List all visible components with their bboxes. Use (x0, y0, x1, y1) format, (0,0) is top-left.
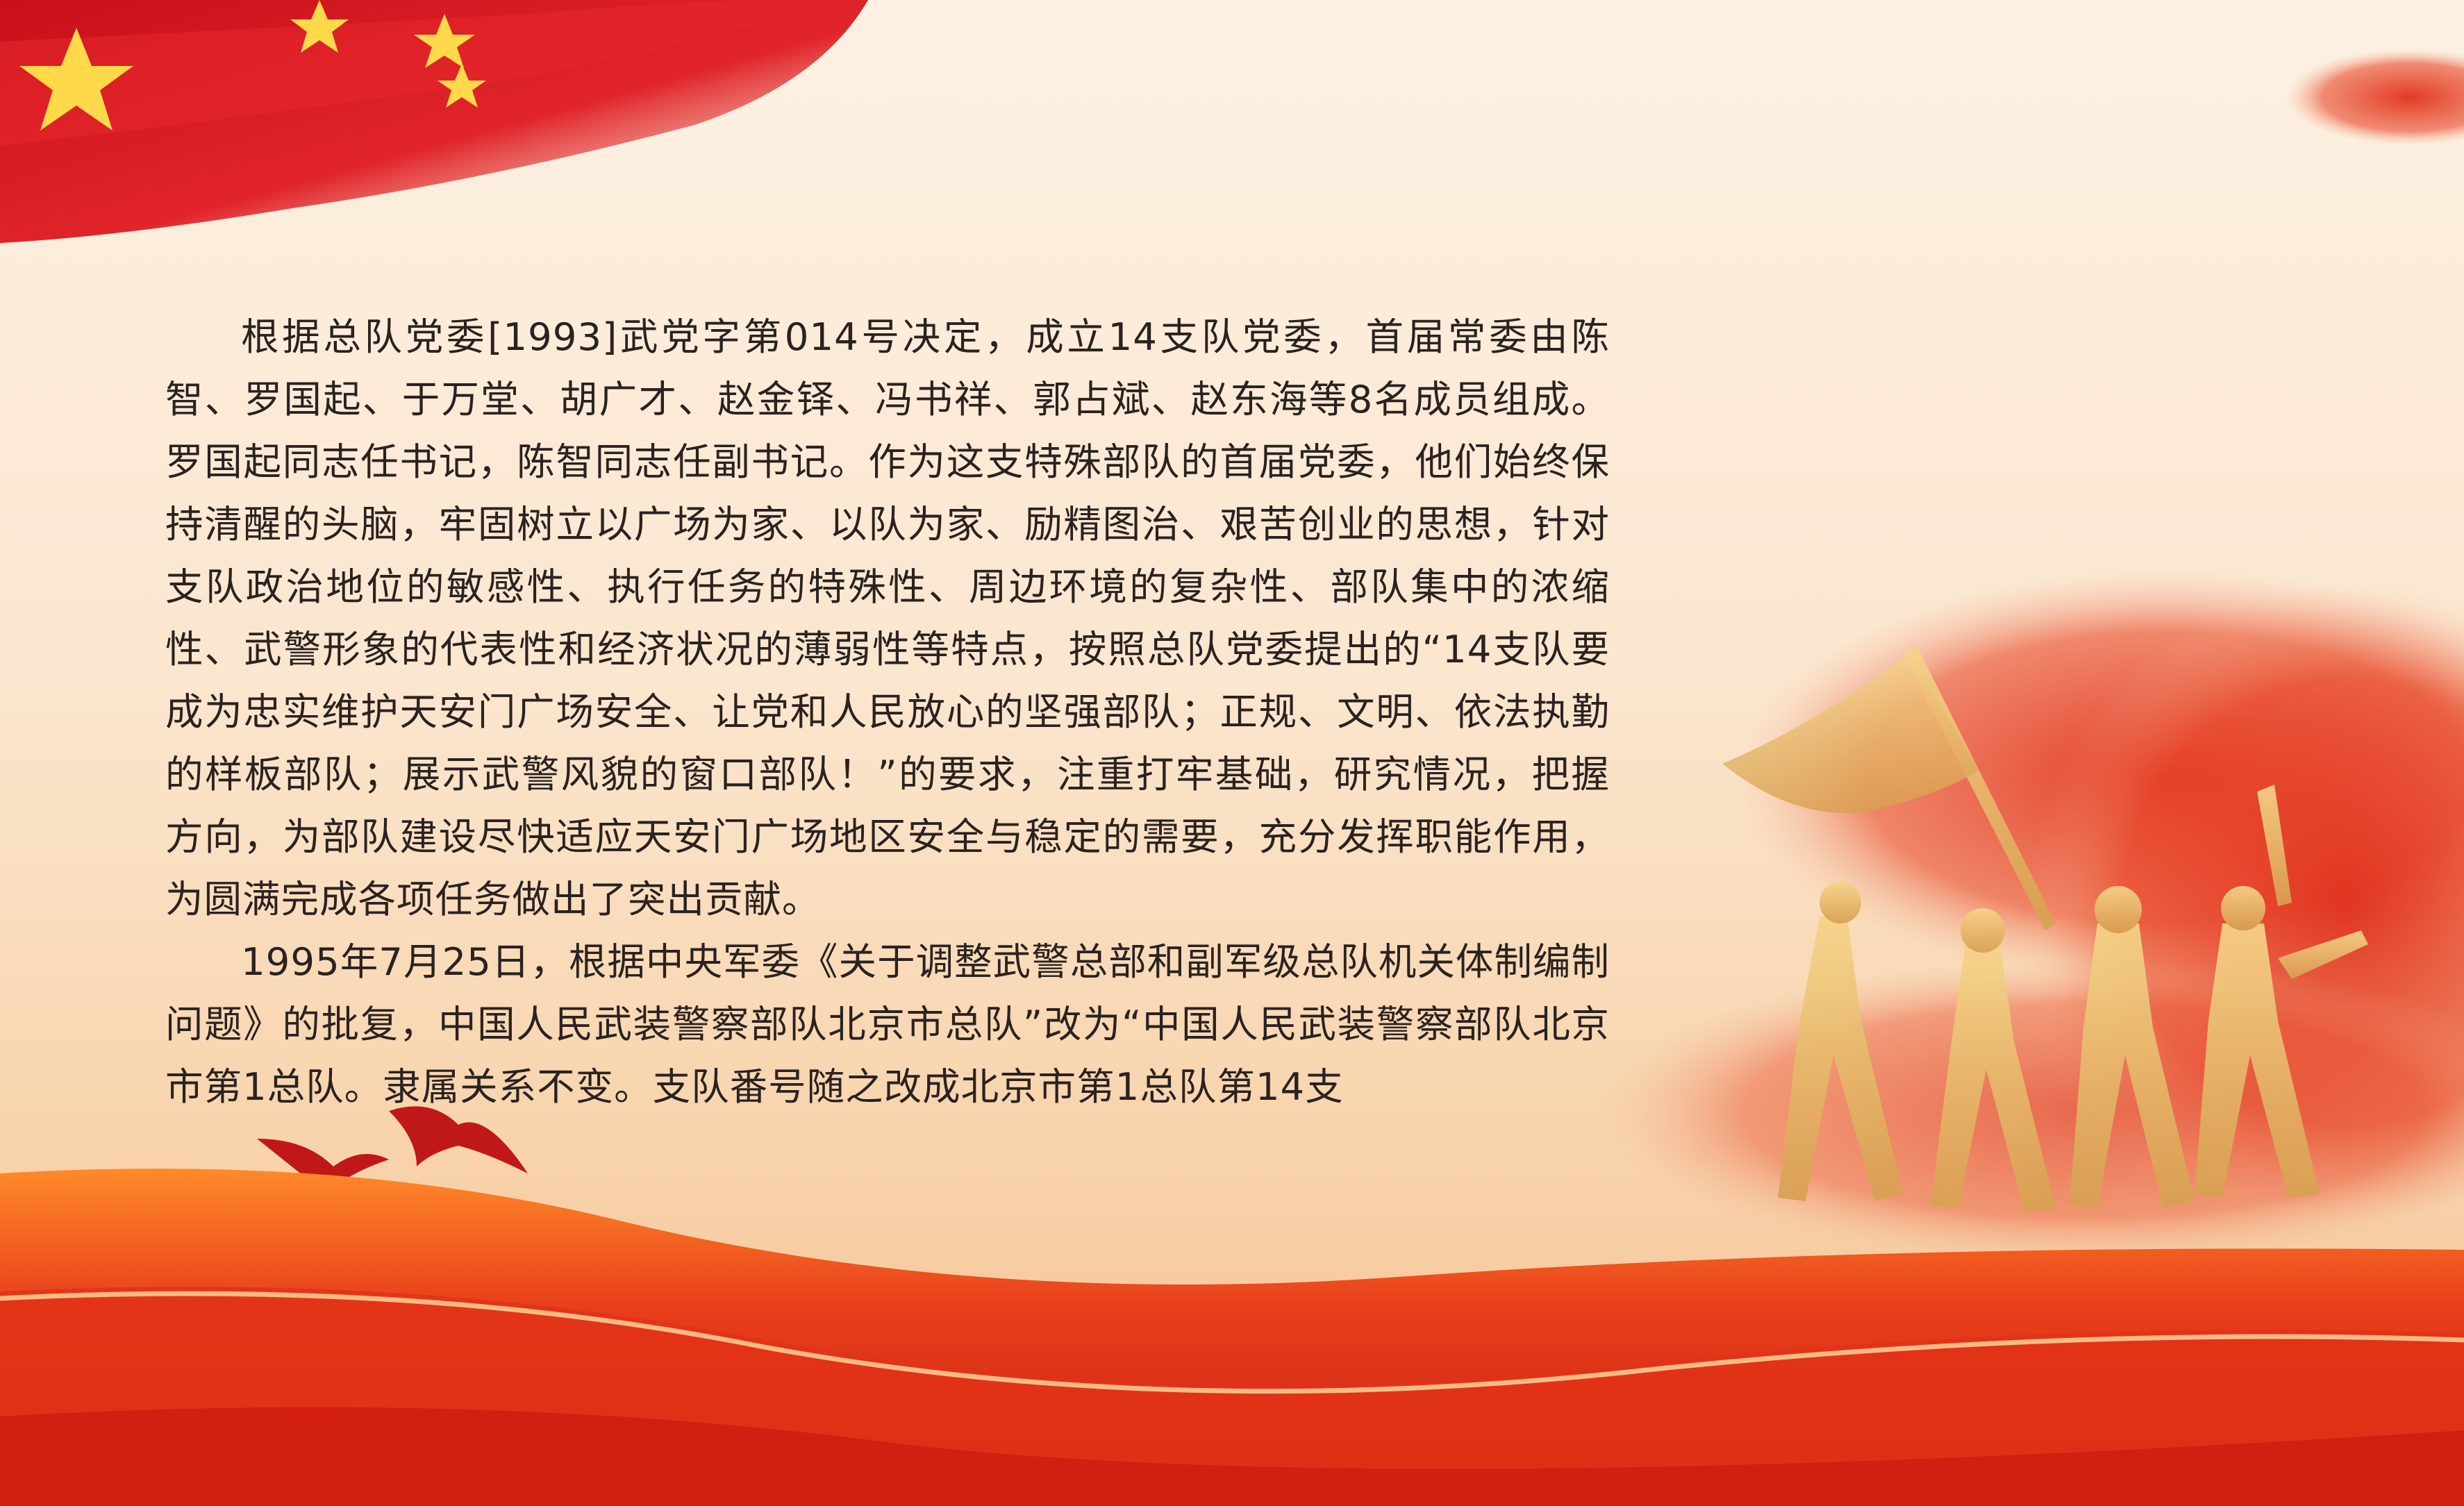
flag-icon (0, 0, 868, 243)
flag-icon (2285, 49, 2464, 146)
paragraph: 根据总队党委[1993]武党字第014号决定，成立14支队党委，首届常委由陈智、… (165, 315, 1610, 921)
bottom-wave (0, 1169, 2464, 1506)
paragraph: 1995年7月25日，根据中央军委《关于调整武警总部和副军级总队机关体制编制问题… (165, 939, 1610, 1109)
soldiers-silhouette-icon (1722, 646, 2368, 1212)
article-body: 根据总队党委[1993]武党字第014号决定，成立14支队党委，首届常委由陈智、… (165, 306, 1610, 1118)
star-icon (19, 0, 486, 131)
